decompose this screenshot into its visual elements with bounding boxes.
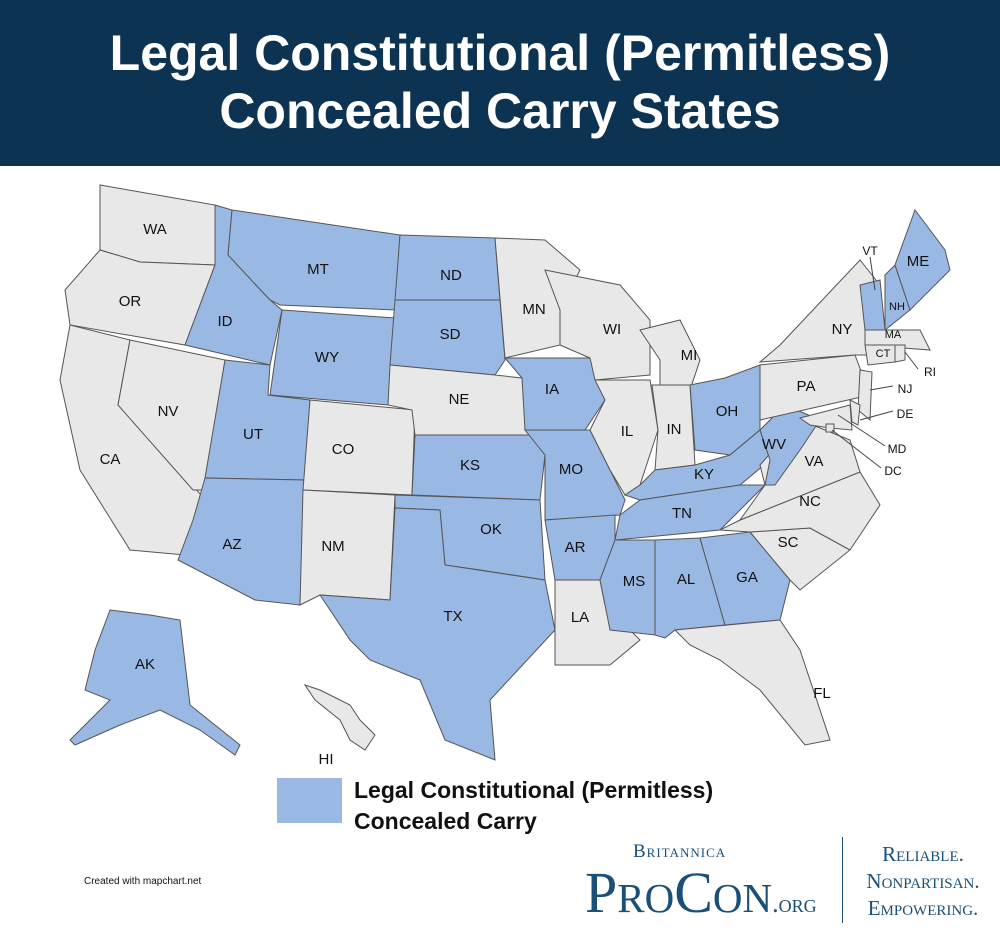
state-label-ia: IA [545, 381, 559, 398]
state-label-tx: TX [443, 608, 462, 625]
state-label-id: ID [218, 313, 233, 330]
tagline-3: Empowering. [867, 896, 979, 920]
state-label-ms: MS [623, 573, 646, 590]
state-label-pa: PA [797, 378, 816, 395]
state-label-wa: WA [143, 221, 167, 238]
state-label-dc: DC [884, 464, 902, 478]
state-label-la: LA [571, 609, 589, 626]
state-label-sc: SC [778, 534, 799, 551]
tagline-2: Nonpartisan. [866, 869, 980, 893]
tagline-1: Reliable. [882, 842, 964, 866]
state-nm [299, 489, 396, 606]
state-label-ak: AK [135, 656, 155, 673]
callout-line [831, 429, 882, 469]
legend-line-1: Legal Constitutional (Permitless) [354, 777, 714, 803]
state-label-wi: WI [603, 321, 621, 338]
state-label-vt: VT [862, 244, 878, 258]
state-label-ne: NE [449, 391, 470, 408]
state-label-tn: TN [672, 505, 692, 522]
state-nv [117, 339, 226, 491]
state-label-hi: HI [319, 751, 334, 768]
state-label-ny: NY [832, 321, 853, 338]
credit-text: Created with mapchart.net [84, 876, 202, 887]
state-label-nv: NV [158, 403, 179, 420]
state-tx [319, 507, 556, 761]
state-label-mt: MT [307, 261, 329, 278]
state-label-in: IN [667, 421, 682, 438]
state-label-nj: NJ [898, 382, 913, 396]
state-label-or: OR [119, 293, 142, 310]
state-label-de: DE [897, 407, 914, 421]
state-ks [411, 434, 546, 501]
logo-divider [842, 837, 843, 923]
callout-line [869, 256, 876, 291]
state-label-mi: MI [681, 347, 698, 364]
logo-britannica: Britannica [633, 841, 727, 862]
state-label-ma: MA [885, 329, 902, 341]
state-ak [69, 609, 241, 756]
state-de [849, 399, 861, 426]
state-label-az: AZ [222, 536, 241, 553]
us-map: WA OR CA NV ID MT WY UT AZ CO NM ND SD NE KS OK TX MN IA MO… [59, 184, 951, 768]
state-label-ar: AR [565, 539, 586, 556]
state-label-ut: UT [243, 426, 263, 443]
title-line-1: Legal Constitutional (Permitless) [109, 25, 891, 81]
state-label-nc: NC [799, 493, 821, 510]
state-fl [673, 619, 831, 746]
state-label-nh: NH [889, 301, 905, 313]
state-ga [699, 531, 791, 626]
state-me [894, 208, 951, 311]
callout-line [904, 351, 919, 370]
state-hi [303, 684, 376, 751]
legend-line-2: Concealed Carry [354, 808, 537, 834]
state-sd [389, 299, 506, 376]
state-label-fl: FL [813, 685, 831, 702]
callout-line [837, 414, 886, 447]
legend-label: Legal Constitutional (Permitless) Concea… [354, 775, 713, 837]
state-label-oh: OH [716, 403, 739, 420]
callout-line [869, 385, 894, 391]
state-label-nd: ND [440, 267, 462, 284]
callout-line [859, 410, 894, 421]
state-label-mn: MN [522, 301, 545, 318]
state-label-al: AL [677, 571, 695, 588]
state-label-ri: RI [924, 365, 936, 379]
title-line-2: Concealed Carry States [219, 83, 781, 139]
state-label-ky: KY [694, 466, 714, 483]
state-label-il: IL [621, 423, 634, 440]
state-label-me: ME [907, 253, 930, 270]
title-banner: Legal Constitutional (Permitless) Concea… [0, 0, 1000, 166]
logo-procon-text: ProCon [585, 860, 773, 925]
state-nc [718, 471, 881, 551]
state-ny [758, 259, 881, 363]
state-label-nm: NM [321, 538, 344, 555]
state-label-ks: KS [460, 457, 480, 474]
state-label-wv: WV [762, 436, 786, 453]
state-label-wy: WY [315, 349, 339, 366]
state-label-md: MD [888, 442, 907, 456]
state-label-ct: CT [876, 348, 891, 360]
state-label-mo: MO [559, 461, 583, 478]
state-label-ca: CA [100, 451, 121, 468]
logo-tagline: Reliable. Nonpartisan. Empowering. [853, 841, 993, 922]
state-ri [894, 344, 906, 363]
state-nj [857, 369, 873, 422]
state-label-sd: SD [440, 326, 461, 343]
state-md [798, 404, 853, 431]
state-label-ok: OK [480, 521, 502, 538]
state-co [302, 399, 416, 496]
logo-procon: ProCon.org [585, 863, 817, 934]
state-label-co: CO [332, 441, 355, 458]
state-label-va: VA [805, 453, 824, 470]
logo-org: .org [772, 889, 817, 918]
state-label-ga: GA [736, 569, 758, 586]
state-vt [859, 279, 886, 331]
legend-swatch [277, 778, 342, 823]
